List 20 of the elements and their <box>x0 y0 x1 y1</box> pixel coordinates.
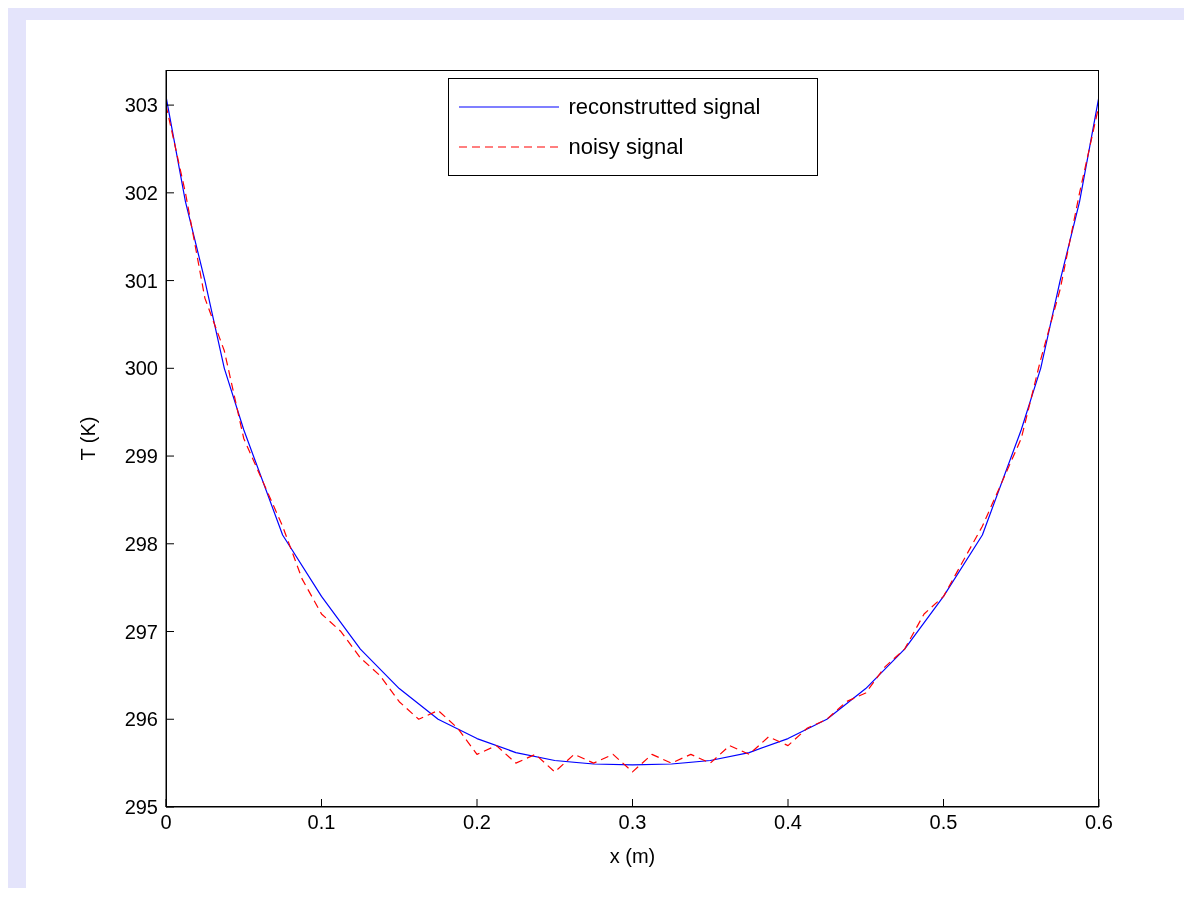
x-tick-label: 0.6 <box>1085 811 1113 834</box>
x-axis-title: x (m) <box>609 845 656 867</box>
y-tick-label: 298 <box>124 532 158 555</box>
y-tick-label: 300 <box>124 357 158 380</box>
y-tick-label: 303 <box>124 94 158 117</box>
y-axis-title: T (K) <box>77 416 100 461</box>
y-tick-label: 302 <box>124 181 158 204</box>
y-tick-label: 295 <box>124 796 158 819</box>
x-tick-label: 0.3 <box>618 811 647 834</box>
x-tick-label: 0 <box>160 811 172 834</box>
x-tick-label: 0.5 <box>929 811 958 834</box>
legend-label: noisy signal <box>568 134 684 160</box>
x-tick-label: 0.4 <box>774 811 802 834</box>
y-tick-label: 297 <box>124 620 158 643</box>
y-tick-label: 296 <box>124 708 158 731</box>
y-tick-label: 301 <box>124 269 158 292</box>
x-tick-label: 0.1 <box>307 811 336 834</box>
legend-label: reconstrutted signal <box>568 94 761 120</box>
y-tick-label: 299 <box>124 445 158 468</box>
x-tick-label: 0.2 <box>463 811 491 834</box>
